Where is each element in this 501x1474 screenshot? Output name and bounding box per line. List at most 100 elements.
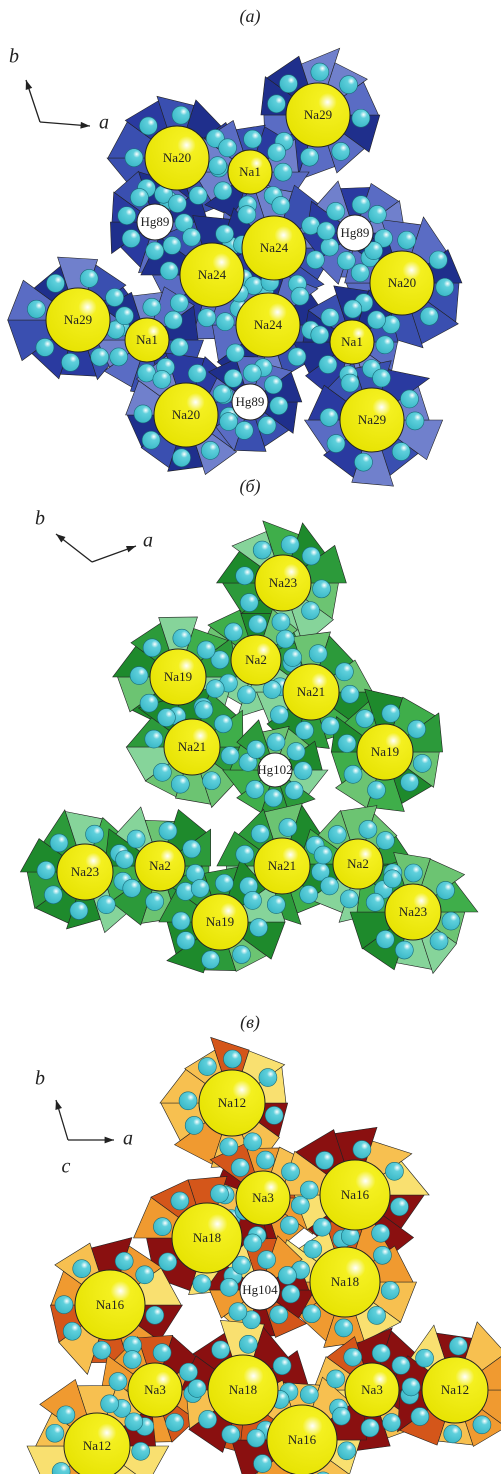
anion-sphere: [136, 1266, 154, 1284]
anion-sphere: [338, 1442, 356, 1460]
anion-sphere: [146, 1306, 164, 1324]
anion-sphere: [311, 326, 329, 344]
atom-label: Na29: [358, 412, 386, 427]
axis-arrowhead: [105, 1137, 114, 1144]
anion-sphere: [177, 932, 195, 950]
anion-sphere: [214, 715, 232, 733]
anion-sphere: [153, 1218, 171, 1236]
anion-sphere: [143, 298, 161, 316]
atom-label: Na21: [297, 684, 325, 699]
anion-sphere: [253, 541, 271, 559]
anion-sphere: [381, 1281, 399, 1299]
anion-sphere: [130, 667, 148, 685]
anion-sphere: [340, 890, 358, 908]
anion-sphere: [236, 567, 254, 585]
axis-label: a: [123, 1128, 133, 1150]
anion-sphere: [429, 251, 447, 269]
anion-sphere: [256, 1151, 274, 1169]
anion-sphere: [210, 1185, 228, 1203]
anion-sphere: [395, 941, 413, 959]
anion-sphere: [392, 1356, 410, 1374]
anion-sphere: [221, 747, 239, 765]
anion-sphere: [309, 645, 327, 663]
anion-sphere: [267, 896, 285, 914]
anion-sphere: [316, 1151, 334, 1169]
anion-sphere: [321, 717, 339, 735]
anion-sphere: [166, 1414, 184, 1432]
anion-sphere: [229, 1303, 247, 1321]
anion-sphere: [219, 139, 237, 157]
anion-sphere: [216, 313, 234, 331]
anion-sphere: [327, 1370, 345, 1388]
atom-label: Na24: [260, 240, 289, 255]
anion-sphere: [97, 896, 115, 914]
anion-sphere: [80, 269, 98, 287]
anion-sphere: [337, 252, 355, 270]
anion-sphere: [171, 1192, 189, 1210]
anion-sphere: [201, 441, 219, 459]
anion-sphere: [373, 369, 391, 387]
atom-label: Hg102: [257, 762, 292, 777]
anion-sphere: [209, 157, 227, 175]
anion-sphere: [320, 877, 338, 895]
anion-sphere: [376, 832, 394, 850]
anion-sphere: [191, 879, 209, 897]
anion-sphere: [123, 1351, 141, 1369]
anion-sphere: [222, 1425, 240, 1443]
anion-sphere: [212, 1341, 230, 1359]
anion-sphere: [437, 881, 455, 899]
atom-label: Na21: [268, 858, 296, 873]
anion-sphere: [122, 230, 140, 248]
anion-sphere: [319, 356, 337, 374]
anion-sphere: [46, 1424, 64, 1442]
anion-sphere: [160, 262, 178, 280]
anion-sphere: [359, 820, 377, 838]
anion-sphere: [264, 376, 282, 394]
anion-sphere: [400, 390, 418, 408]
axis-label: a: [143, 530, 153, 552]
atom-label: Na3: [144, 1382, 166, 1397]
anion-sphere: [247, 740, 265, 758]
anion-sphere: [159, 1253, 177, 1271]
anion-sphere: [368, 1306, 386, 1324]
atom-label: Na23: [269, 575, 297, 590]
anion-sphere: [420, 307, 438, 325]
anion-sphere: [301, 602, 319, 620]
anion-sphere: [385, 1162, 403, 1180]
anion-sphere: [93, 1341, 111, 1359]
anion-sphere: [282, 1285, 300, 1303]
anion-sphere: [406, 412, 424, 430]
anion-sphere: [198, 1058, 216, 1076]
anion-sphere: [320, 408, 338, 426]
anion-sphere: [233, 946, 251, 964]
anion-sphere: [304, 1240, 322, 1258]
anion-sphere: [44, 886, 62, 904]
anion-sphere: [220, 1138, 238, 1156]
anion-sphere: [270, 397, 288, 415]
axis-label: b: [35, 1068, 45, 1090]
anion-sphere: [101, 1395, 119, 1413]
anion-sphere: [250, 919, 268, 937]
anion-sphere: [402, 1378, 420, 1396]
anion-sphere: [296, 721, 314, 739]
anion-sphere: [170, 294, 188, 312]
anion-sphere: [238, 206, 256, 224]
anion-sphere: [168, 195, 186, 213]
anion-sphere: [408, 720, 426, 738]
anion-sphere: [352, 109, 370, 127]
axis-label: c: [62, 1156, 71, 1178]
anion-sphere: [284, 649, 302, 667]
anion-sphere: [223, 1050, 241, 1068]
anion-sphere: [140, 694, 158, 712]
anion-sphere: [311, 63, 329, 81]
atom-label: Na1: [136, 332, 158, 347]
anion-sphere: [132, 1442, 150, 1460]
anion-sphere: [327, 202, 345, 220]
anion-sphere: [473, 1416, 491, 1434]
atom-label: Na20: [172, 407, 200, 422]
anion-sphere: [37, 861, 55, 879]
anion-sphere: [170, 338, 188, 356]
anion-sphere: [398, 231, 416, 249]
panel-label: (в): [240, 1012, 260, 1033]
atom-label: Na21: [178, 739, 206, 754]
